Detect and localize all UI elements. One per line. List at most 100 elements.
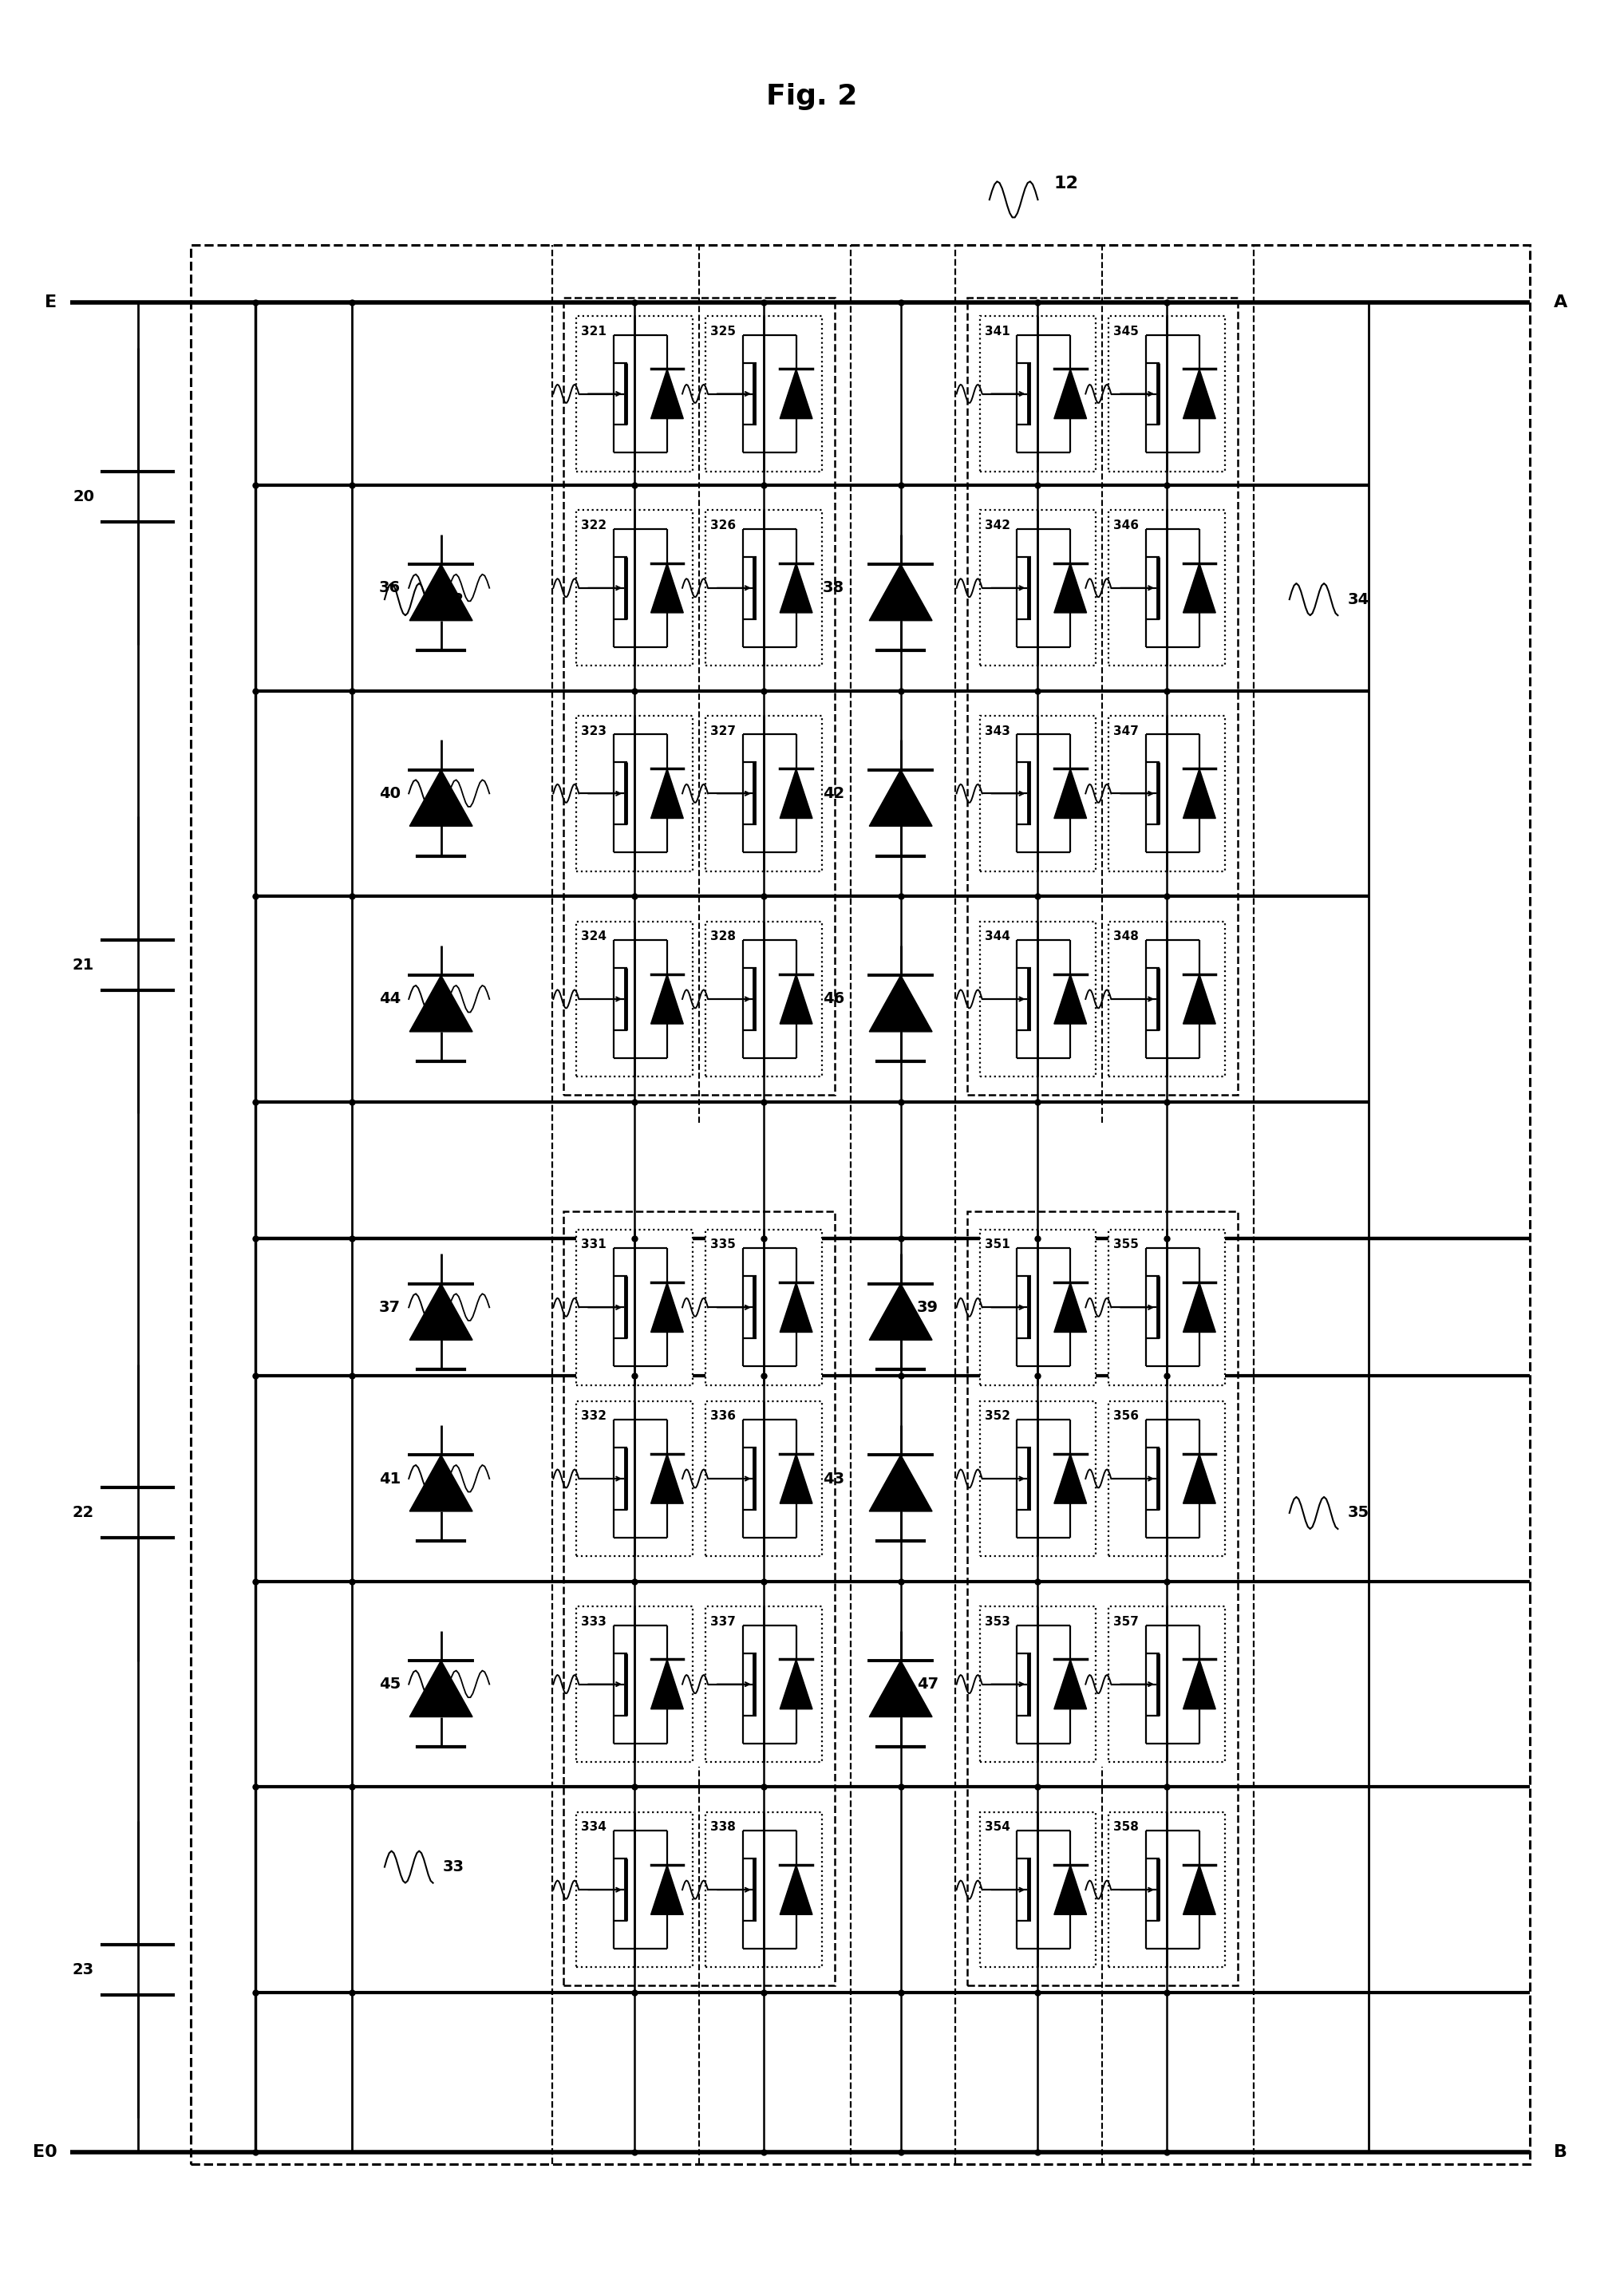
Text: 323: 323 (581, 725, 607, 737)
Text: 47: 47 (918, 1678, 939, 1691)
Bar (1109, 1400, 1224, 1556)
Text: 351: 351 (984, 1239, 1010, 1251)
Polygon shape (869, 1455, 932, 1512)
Text: 358: 358 (1114, 1822, 1138, 1834)
Text: 324: 324 (581, 929, 607, 943)
Bar (705, 920, 822, 1076)
Text: 347: 347 (1114, 725, 1138, 737)
Polygon shape (1184, 1659, 1216, 1710)
Polygon shape (780, 1866, 812, 1914)
Text: 33: 33 (443, 1859, 464, 1875)
Text: 34: 34 (1348, 592, 1369, 606)
Polygon shape (651, 1866, 684, 1914)
Polygon shape (651, 1659, 684, 1710)
Bar (979, 1400, 1096, 1556)
Polygon shape (869, 1662, 932, 1717)
Bar (705, 1606, 822, 1763)
Polygon shape (651, 369, 684, 418)
Bar (966, 298, 1237, 1095)
Polygon shape (1054, 973, 1086, 1024)
Polygon shape (409, 565, 473, 620)
Polygon shape (1184, 1453, 1216, 1503)
Text: 22: 22 (73, 1506, 94, 1522)
Bar (705, 317, 822, 470)
Bar (1109, 716, 1224, 872)
Text: E: E (45, 294, 57, 310)
Polygon shape (869, 769, 932, 826)
Bar (979, 1813, 1096, 1967)
Text: 38: 38 (823, 581, 844, 594)
Bar (577, 317, 693, 470)
Bar (577, 509, 693, 666)
Polygon shape (409, 1455, 473, 1512)
Text: 20: 20 (73, 489, 94, 505)
Text: 352: 352 (984, 1409, 1010, 1423)
Bar (1109, 1813, 1224, 1967)
Polygon shape (1184, 1283, 1216, 1331)
Polygon shape (1184, 562, 1216, 613)
Text: 331: 331 (581, 1239, 607, 1251)
Bar (979, 317, 1096, 470)
Text: 348: 348 (1114, 929, 1138, 943)
Text: 355: 355 (1114, 1239, 1138, 1251)
Text: 335: 335 (710, 1239, 736, 1251)
Text: 344: 344 (984, 929, 1010, 943)
Polygon shape (1054, 1453, 1086, 1503)
Bar (577, 920, 693, 1076)
Text: 39: 39 (918, 1299, 939, 1315)
Text: 32: 32 (443, 592, 464, 606)
Text: 342: 342 (984, 519, 1010, 532)
Polygon shape (651, 769, 684, 819)
Text: 356: 356 (1114, 1409, 1138, 1423)
Text: 21: 21 (73, 957, 94, 973)
Text: 354: 354 (984, 1822, 1010, 1834)
Text: 338: 338 (710, 1822, 736, 1834)
Polygon shape (409, 1283, 473, 1340)
Text: 337: 337 (710, 1616, 736, 1627)
Polygon shape (780, 769, 812, 819)
Bar (1109, 509, 1224, 666)
Text: 44: 44 (378, 991, 401, 1008)
Text: 328: 328 (710, 929, 736, 943)
Text: 346: 346 (1114, 519, 1138, 532)
Bar (192, 246, 1530, 2164)
Bar (1109, 920, 1224, 1076)
Polygon shape (1054, 769, 1086, 819)
Polygon shape (1184, 1866, 1216, 1914)
Text: Fig. 2: Fig. 2 (767, 83, 857, 110)
Bar (966, 1212, 1237, 1985)
Text: B: B (1554, 2144, 1567, 2160)
Text: 12: 12 (1054, 174, 1078, 190)
Polygon shape (1184, 369, 1216, 418)
Bar (705, 509, 822, 666)
Polygon shape (1184, 769, 1216, 819)
Polygon shape (869, 565, 932, 620)
Polygon shape (409, 1662, 473, 1717)
Polygon shape (780, 562, 812, 613)
Text: 321: 321 (581, 326, 607, 337)
Bar (979, 1230, 1096, 1384)
Polygon shape (1054, 369, 1086, 418)
Bar (979, 1606, 1096, 1763)
Bar (979, 716, 1096, 872)
Text: 37: 37 (378, 1299, 401, 1315)
Polygon shape (651, 973, 684, 1024)
Text: 43: 43 (823, 1471, 844, 1487)
Bar (577, 716, 693, 872)
Bar (705, 1400, 822, 1556)
Text: 336: 336 (710, 1409, 736, 1423)
Text: 36: 36 (378, 581, 401, 594)
Polygon shape (651, 1283, 684, 1331)
Bar (577, 1230, 693, 1384)
Text: 345: 345 (1114, 326, 1138, 337)
Text: 341: 341 (984, 326, 1010, 337)
Polygon shape (869, 1283, 932, 1340)
Text: 42: 42 (822, 785, 844, 801)
Bar (1109, 1230, 1224, 1384)
Bar (577, 1606, 693, 1763)
Polygon shape (1054, 562, 1086, 613)
Polygon shape (409, 975, 473, 1033)
Polygon shape (409, 769, 473, 826)
Text: 343: 343 (984, 725, 1010, 737)
Text: 334: 334 (581, 1822, 607, 1834)
